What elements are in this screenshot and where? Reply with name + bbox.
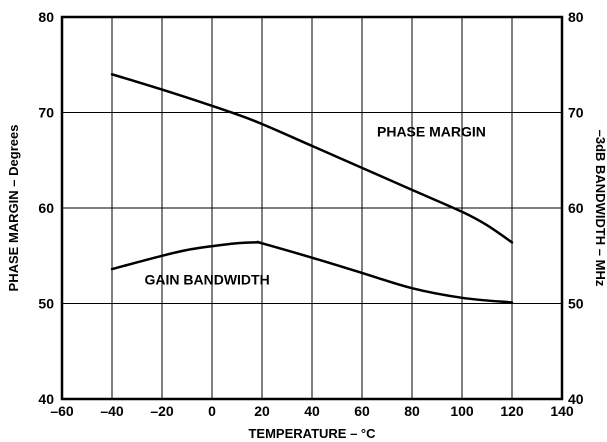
- x-tick-label: 60: [354, 403, 370, 419]
- x-tick-label: 100: [450, 403, 474, 419]
- x-tick-label: 0: [208, 403, 216, 419]
- x-tick-label: 40: [304, 403, 320, 419]
- gain-bandwidth-line: [110, 240, 514, 304]
- phase-margin-series-label: PHASE MARGIN: [377, 124, 486, 140]
- right-y-tick-label: 80: [568, 9, 584, 25]
- phase-margin-line: [110, 73, 514, 244]
- series-lines: [110, 73, 514, 304]
- left-y-tick-label: 80: [38, 9, 54, 25]
- x-tick-label: –40: [100, 403, 124, 419]
- x-tick-label: –60: [50, 403, 74, 419]
- gain-bandwidth-series-label: GAIN BANDWIDTH: [145, 272, 270, 288]
- right-y-tick-label: 40: [568, 391, 584, 407]
- right-y-tick-label: 70: [568, 105, 584, 121]
- x-tick-label: 140: [550, 403, 574, 419]
- right-y-tick-label: 60: [568, 200, 584, 216]
- left-y-tick-label: 40: [38, 391, 54, 407]
- left-y-tick-label: 60: [38, 200, 54, 216]
- left-y-axis-title: PHASE MARGIN – Degrees: [6, 125, 21, 292]
- left-y-tick-label: 70: [38, 105, 54, 121]
- right-y-axis-title: –3dB BANDWIDTH – MHz: [593, 130, 607, 287]
- tick-labels: –60 –40 –20 0 20 40 60 80 100 120 1404050607080405…: [38, 9, 583, 419]
- plot-frame: [60, 15, 564, 401]
- grid: [62, 17, 562, 399]
- right-y-tick-label: 50: [568, 296, 584, 312]
- x-tick-label: 120: [500, 403, 524, 419]
- x-tick-label: 80: [404, 403, 420, 419]
- x-axis-title: TEMPERATURE – °C: [248, 426, 376, 441]
- x-tick-label: –20: [150, 403, 174, 419]
- x-tick-label: 20: [254, 403, 270, 419]
- left-y-tick-label: 50: [38, 296, 54, 312]
